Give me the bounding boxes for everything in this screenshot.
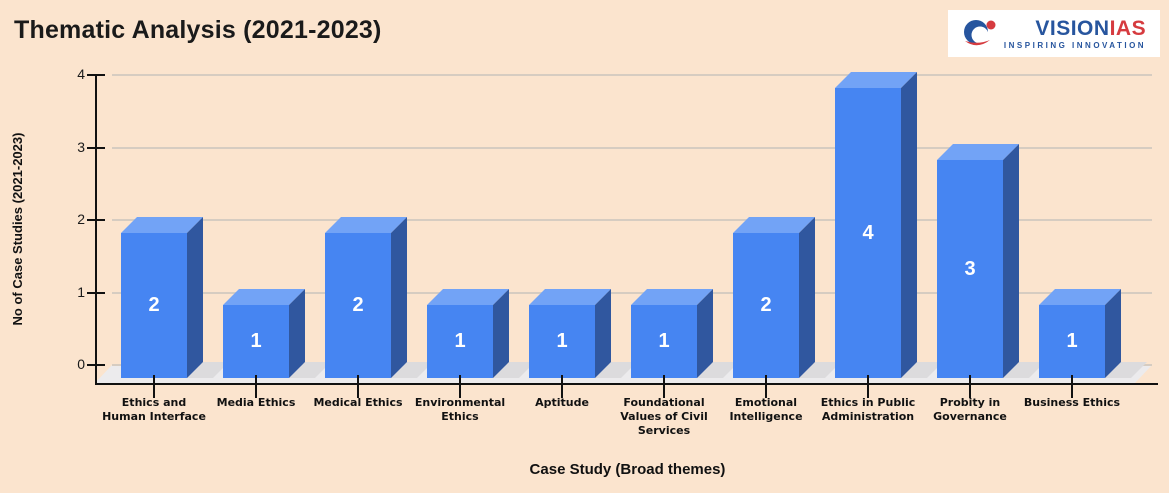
y-axis-title: No of Case Studies (2021-2023) bbox=[10, 132, 25, 326]
category-label: Media Ethics bbox=[216, 396, 296, 409]
bar-value-label: 1 bbox=[556, 330, 568, 352]
y-tick-label: 0 bbox=[77, 356, 85, 372]
logo-brand-name: VISIONIAS bbox=[1035, 18, 1146, 39]
category-label: Probity in Governance bbox=[933, 396, 1007, 423]
bar-value-label: 1 bbox=[250, 330, 262, 352]
x-axis-tick bbox=[663, 375, 665, 398]
bar: 2 bbox=[325, 233, 391, 378]
logo-brand-secondary: IAS bbox=[1109, 16, 1147, 40]
y-axis-tick bbox=[87, 364, 105, 366]
y-axis-tick bbox=[87, 74, 105, 76]
category-label: Ethics in Public Administration bbox=[820, 396, 916, 423]
x-axis-tick bbox=[561, 375, 563, 398]
bar-value-label: 1 bbox=[1066, 330, 1078, 352]
y-tick-label: 3 bbox=[77, 138, 85, 155]
category-label: Aptitude bbox=[535, 396, 589, 409]
x-axis-line bbox=[95, 383, 1158, 385]
logo-text: VISIONIAS INSPIRING INNOVATION bbox=[1004, 18, 1146, 50]
bar-value-label: 2 bbox=[352, 294, 364, 316]
x-axis-tick bbox=[1071, 375, 1073, 398]
x-axis-tick bbox=[153, 375, 155, 398]
x-axis-tick bbox=[357, 375, 359, 398]
gridline-y-3 bbox=[112, 146, 1152, 149]
logo-tagline: INSPIRING INNOVATION bbox=[1003, 40, 1147, 50]
gridline-y-2 bbox=[112, 219, 1152, 221]
x-axis-tick bbox=[765, 375, 767, 398]
bar-value-label: 3 bbox=[964, 257, 976, 280]
x-axis-tick bbox=[459, 375, 461, 398]
x-axis-title: Case Study (Broad themes) bbox=[529, 461, 726, 478]
y-axis-tick bbox=[87, 146, 105, 149]
bar: 1 bbox=[631, 305, 697, 378]
y-axis-line bbox=[95, 75, 97, 385]
y-tick-label: 2 bbox=[77, 211, 85, 227]
bar: 2 bbox=[121, 233, 187, 378]
x-axis-tick bbox=[969, 375, 971, 398]
gridline-y-4 bbox=[112, 74, 1152, 76]
category-label: Ethics and Human Interface bbox=[102, 396, 206, 423]
bar-side-face bbox=[1003, 144, 1019, 378]
bar-value-label: 2 bbox=[148, 294, 160, 316]
category-label: Business Ethics bbox=[1023, 396, 1121, 409]
x-axis-tick bbox=[255, 375, 257, 398]
page-title: Thematic Analysis (2021-2023) bbox=[14, 16, 382, 44]
category-label: Medical Ethics bbox=[313, 396, 403, 409]
bar-side-face bbox=[799, 217, 815, 378]
bar-value-label: 1 bbox=[658, 330, 670, 352]
bar: 2 bbox=[733, 233, 799, 378]
visionias-logo: VISIONIAS INSPIRING INNOVATION bbox=[948, 10, 1160, 57]
bar: 1 bbox=[529, 305, 595, 378]
bar-side-face bbox=[901, 72, 917, 378]
y-axis-tick bbox=[87, 219, 105, 221]
y-tick-label: 1 bbox=[77, 283, 85, 300]
bar-value-label: 2 bbox=[760, 294, 772, 316]
visionias-swirl-icon bbox=[962, 18, 998, 50]
bar: 4 bbox=[835, 88, 901, 378]
bar-value-label: 4 bbox=[862, 221, 874, 244]
bar-side-face bbox=[391, 217, 407, 378]
bar: 3 bbox=[937, 160, 1003, 378]
x-axis-tick bbox=[867, 375, 869, 398]
gridline-y-1 bbox=[112, 291, 1152, 294]
y-tick-label: 4 bbox=[77, 66, 85, 82]
category-label: Emotional Intelligence bbox=[729, 396, 803, 423]
bar-side-face bbox=[187, 217, 203, 378]
bar: 1 bbox=[223, 305, 289, 378]
y-axis-tick bbox=[87, 291, 105, 294]
category-label: Environmental Ethics bbox=[414, 396, 506, 423]
bar-value-label: 1 bbox=[454, 330, 466, 352]
bar: 1 bbox=[427, 305, 493, 378]
bar: 1 bbox=[1039, 305, 1105, 378]
category-label: Foundational Values of Civil Services bbox=[620, 396, 708, 437]
logo-brand-primary: VISION bbox=[1035, 16, 1110, 40]
